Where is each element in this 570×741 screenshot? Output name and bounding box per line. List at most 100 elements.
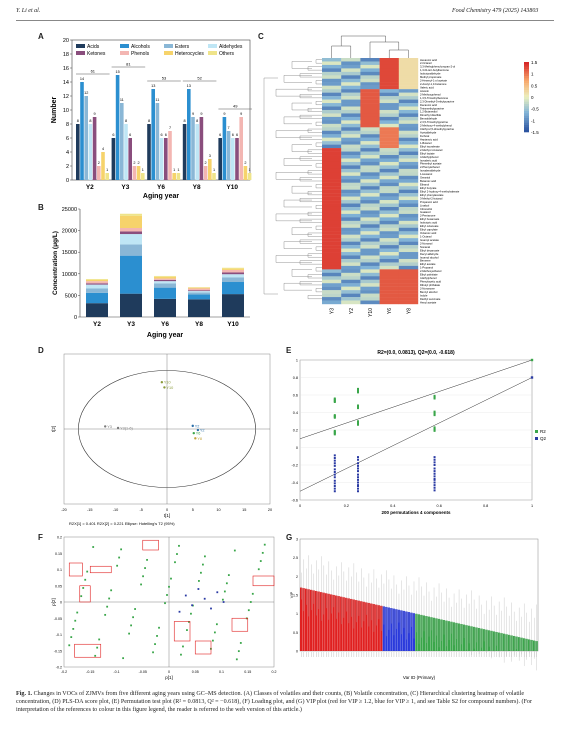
heatmap-cell	[360, 252, 380, 256]
heatmap-cell	[360, 269, 380, 274]
bar-value-label: 6	[161, 133, 163, 137]
heatmap-cell	[341, 61, 361, 66]
stack-alcohols	[120, 255, 142, 294]
heatmap-cell	[379, 179, 399, 183]
bar-value-label: 9	[240, 112, 242, 116]
heatmap-cell	[398, 203, 419, 208]
loading-point	[164, 602, 166, 605]
color-scale-segment	[524, 97, 529, 100]
y-tick-label: -0.2	[291, 464, 298, 468]
heatmap-cell	[398, 137, 419, 142]
heatmap-cell	[398, 227, 419, 232]
heatmap-cell	[379, 85, 399, 90]
bar-heterocycles	[172, 173, 176, 180]
heatmap-cell	[398, 89, 419, 93]
x-tick-label: 15	[242, 508, 246, 512]
caption-text: Changes in VOCs of ZJMVs from five diffe…	[16, 691, 532, 713]
heatmap-cell	[341, 293, 361, 298]
y-tick-label: 0	[74, 315, 77, 321]
score-point-label: Y8	[197, 437, 202, 441]
heatmap-cell	[341, 75, 361, 79]
heatmap-row-label: 2-Methoxyethanol	[420, 269, 442, 273]
vip-bar	[377, 605, 380, 651]
heatmap-cell	[398, 252, 419, 256]
heatmap-cell	[398, 276, 419, 280]
heatmap-cell	[360, 89, 380, 93]
loading-point	[152, 651, 154, 654]
bar-value-label: 6	[232, 133, 234, 137]
loading-point	[227, 574, 230, 576]
heatmap-cell	[379, 241, 399, 246]
x-tick-label: -0.05	[139, 670, 147, 674]
heatmap-cell	[379, 161, 399, 166]
heatmap-cell	[322, 85, 342, 90]
heatmap-cell	[322, 297, 342, 301]
bar-value-label: 1	[177, 168, 179, 172]
heatmap-cell	[341, 165, 361, 170]
heatmap-cell	[341, 245, 361, 249]
heatmap-cell	[360, 245, 380, 249]
loading-point	[68, 644, 71, 647]
bar-value-label: 8	[148, 119, 150, 123]
x-tick-label: Y10	[227, 321, 239, 328]
heatmap-cell	[398, 106, 419, 111]
heatmap-cell	[322, 186, 342, 190]
heatmap-row-label: Propanoic acid	[420, 200, 438, 204]
heatmap-row-label: Ethyl isovalerate	[420, 144, 440, 148]
highlight-box	[173, 621, 191, 642]
heatmap-cell	[341, 300, 361, 305]
heatmap-cell	[322, 200, 342, 204]
heatmap-cell	[341, 127, 361, 131]
heatmap-cell	[398, 290, 419, 294]
y-tick-label: 0.2	[57, 536, 62, 540]
caption-label: Fig. 1.	[16, 691, 33, 697]
heatmap-row-label: Indole	[420, 293, 428, 297]
bar-value-label: 6	[236, 133, 238, 137]
heatmap-cell	[379, 238, 399, 242]
chart-title: R2=(0.0, 0.0813), Q2=(0.0, -0.618)	[377, 350, 455, 356]
q2-point	[357, 456, 359, 459]
panel-label-d: D	[38, 346, 44, 355]
loading-point	[132, 616, 134, 619]
heatmap-cell	[379, 189, 399, 194]
bar-esters	[120, 103, 124, 180]
heatmap-cell	[379, 148, 399, 152]
y-tick-label: 18	[63, 52, 69, 58]
heatmap-cell	[360, 279, 380, 284]
color-scale-segment	[524, 108, 529, 112]
heatmap-cell	[398, 123, 419, 128]
heatmap-cell	[360, 276, 380, 280]
y-axis-label: t[2]	[51, 426, 56, 432]
r2-point	[357, 420, 359, 423]
heatmap-cell	[360, 109, 380, 114]
heatmap-cell	[322, 130, 342, 135]
heatmap-cell	[360, 75, 380, 79]
q2-point	[357, 462, 359, 465]
heatmap-cell	[379, 113, 399, 118]
x-tick-label: 1	[531, 504, 533, 508]
stack-phenols	[120, 228, 142, 232]
bar-value-label: 13	[187, 84, 191, 88]
q2-point	[357, 473, 359, 476]
heatmap-column-label: Y6	[387, 308, 393, 314]
heatmap-cell	[360, 297, 380, 301]
loading-point	[120, 548, 123, 551]
y-tick-label: 1	[296, 612, 298, 616]
bar-value-label: 9	[94, 112, 96, 116]
legend-swatch	[120, 44, 129, 48]
r2-point	[333, 414, 336, 417]
heatmap-cell	[341, 265, 361, 270]
color-scale-segment	[524, 99, 529, 102]
heatmap-cell	[341, 92, 361, 97]
heatmap-cell	[398, 248, 419, 253]
bar-value-label: 8	[196, 119, 198, 123]
heatmap-row-label: 2-Methoxy-4-methylphenol	[420, 124, 452, 128]
stack-others	[120, 213, 142, 216]
heatmap-cell	[341, 297, 361, 301]
heatmap-cell	[341, 269, 361, 274]
q2-point	[433, 458, 436, 461]
color-scale-segment	[524, 66, 529, 70]
y-tick-label: 20	[63, 38, 69, 44]
x-tick-label: 10	[216, 508, 220, 512]
